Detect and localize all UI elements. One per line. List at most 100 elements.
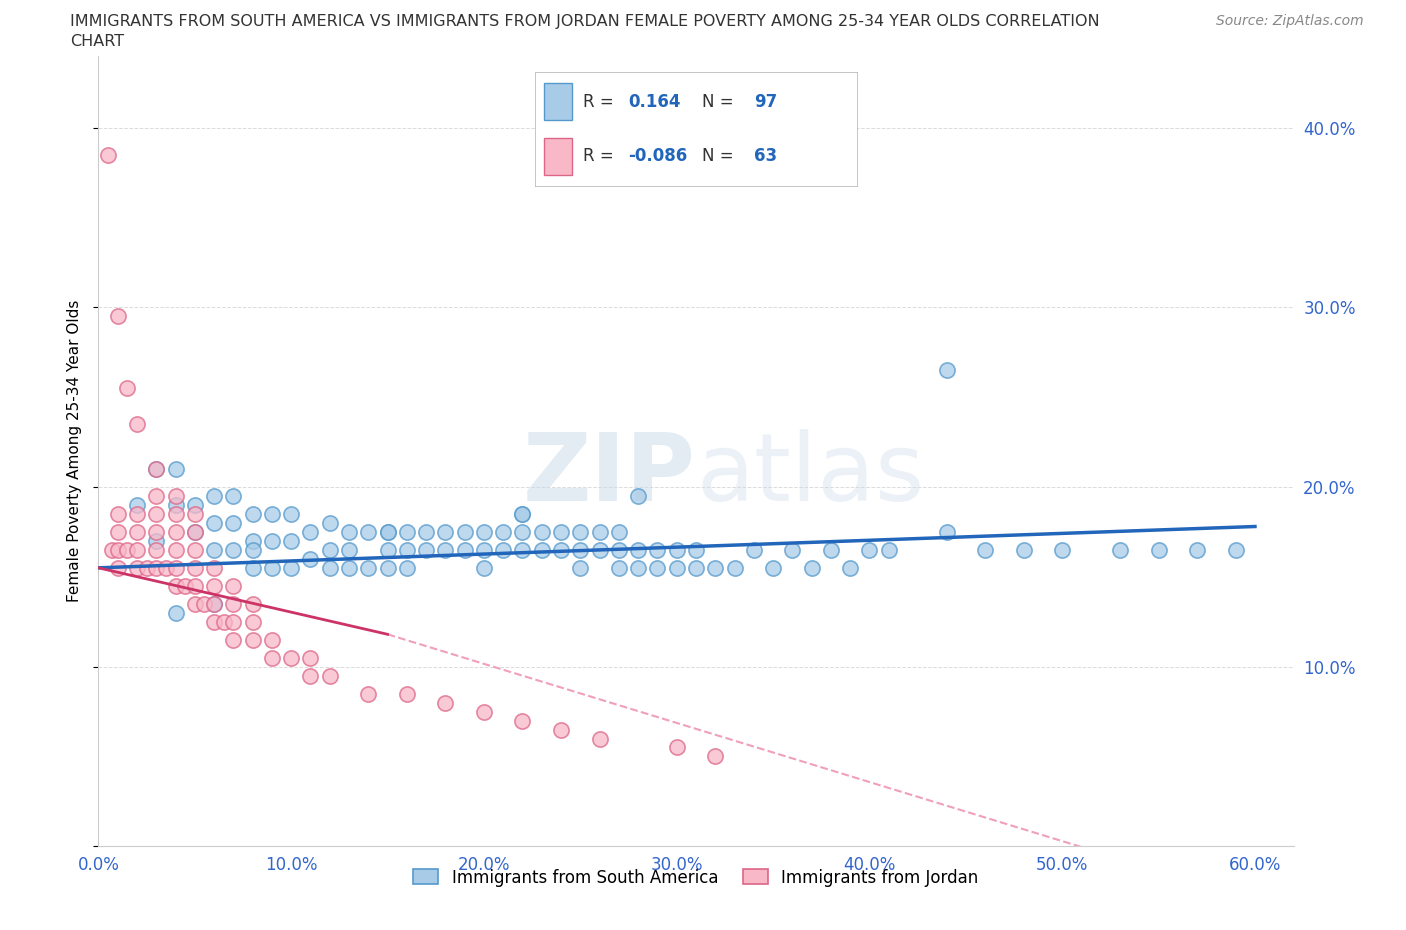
Point [512,713,534,728]
Point [627,488,650,503]
Point [607,525,630,539]
Point [125,498,148,512]
Point [107,507,129,522]
Point [125,507,148,522]
Point [974,542,997,557]
Point [377,525,399,539]
Point [800,561,823,576]
Point [704,561,727,576]
Point [165,461,187,476]
Point [1225,542,1247,557]
Point [107,561,129,576]
Point [762,561,785,576]
Point [242,542,264,557]
Point [357,686,380,701]
Point [415,525,437,539]
Point [125,417,148,432]
Point [512,525,534,539]
Point [193,596,215,611]
Point [607,561,630,576]
Point [492,542,515,557]
Point [665,740,688,755]
Point [820,542,842,557]
Point [627,542,650,557]
Point [202,578,225,593]
Point [165,507,187,522]
Point [125,561,148,576]
Point [165,561,187,576]
Point [242,534,264,549]
Point [377,525,399,539]
Point [512,542,534,557]
Point [222,488,245,503]
Point [530,542,553,557]
Point [935,525,957,539]
Point [202,615,225,630]
Point [839,561,862,576]
Point [415,542,437,557]
Point [782,542,804,557]
Point [222,615,245,630]
Point [395,686,418,701]
Point [1147,542,1170,557]
Point [165,525,187,539]
Point [222,542,245,557]
Point [550,722,572,737]
Point [858,542,880,557]
Point [242,507,264,522]
Point [125,525,148,539]
Legend: Immigrants from South America, Immigrants from Jordan: Immigrants from South America, Immigrant… [406,862,986,894]
Text: IMMIGRANTS FROM SOUTH AMERICA VS IMMIGRANTS FROM JORDAN FEMALE POVERTY AMONG 25-: IMMIGRANTS FROM SOUTH AMERICA VS IMMIGRA… [70,14,1099,29]
Point [395,542,418,557]
Point [665,561,688,576]
Point [260,632,283,647]
Point [337,542,360,557]
Point [222,515,245,530]
Point [453,525,475,539]
Point [472,525,495,539]
Point [319,668,342,683]
Point [101,542,124,557]
Point [184,542,207,557]
Point [212,615,235,630]
Point [299,525,322,539]
Point [337,525,360,539]
Point [723,561,745,576]
Point [472,561,495,576]
Point [145,534,167,549]
Point [242,632,264,647]
Point [550,542,572,557]
Point [260,507,283,522]
Point [242,615,264,630]
Point [434,695,457,710]
Point [434,542,457,557]
Y-axis label: Female Poverty Among 25-34 Year Olds: Female Poverty Among 25-34 Year Olds [67,299,83,603]
Point [174,578,197,593]
Point [299,551,322,566]
Point [202,515,225,530]
Point [165,578,187,593]
Point [280,561,302,576]
Point [260,534,283,549]
Point [107,542,129,557]
Point [319,515,342,530]
Text: atlas: atlas [696,429,924,521]
Text: CHART: CHART [70,34,124,49]
Point [704,749,727,764]
Point [165,542,187,557]
Point [299,650,322,665]
Point [117,542,139,557]
Point [202,596,225,611]
Point [299,668,322,683]
Point [155,561,177,576]
Point [145,561,167,576]
Point [569,561,592,576]
Point [685,542,707,557]
Point [877,542,900,557]
Point [647,542,669,557]
Point [588,731,610,746]
Point [550,525,572,539]
Point [184,525,207,539]
Point [145,488,167,503]
Point [1050,542,1073,557]
